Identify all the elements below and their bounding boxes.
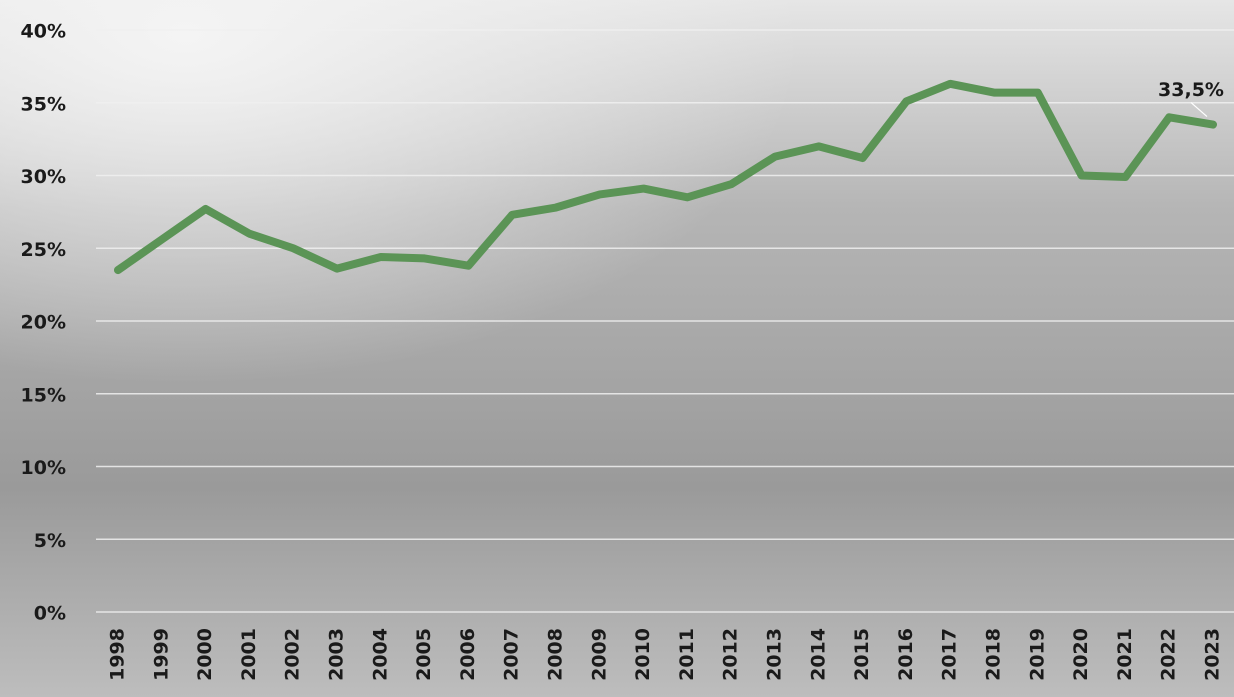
x-tick-label: 2022: [1158, 628, 1180, 681]
x-tick-label: 2015: [851, 628, 873, 681]
x-tick-label: 2012: [720, 628, 742, 681]
x-tick-label: 2023: [1202, 628, 1224, 681]
y-tick-label: 5%: [34, 530, 66, 552]
y-tick-label: 10%: [21, 457, 66, 479]
x-tick-label: 2011: [676, 628, 698, 681]
x-tick-label: 2001: [238, 628, 260, 681]
x-tick-label: 2019: [1026, 628, 1048, 681]
x-tick-label: 1999: [150, 628, 172, 681]
x-tick-label: 2003: [326, 628, 348, 681]
value-label: 33,5%: [1158, 79, 1224, 101]
page: 0% 5% 10% 15% 20% 25% 30% 35% 40% 1998 1999 2000 200…: [0, 0, 1234, 697]
y-tick-label: 20%: [21, 312, 66, 334]
y-tick-label: 30%: [21, 166, 66, 188]
y-tick-label: 40%: [21, 21, 66, 43]
x-tick-label: 2006: [457, 628, 479, 681]
x-tick-label: 2020: [1070, 628, 1092, 681]
background-glow: [0, 0, 1234, 697]
x-tick-label: 2013: [764, 628, 786, 681]
x-tick-label: 2000: [194, 628, 216, 681]
y-tick-label: 15%: [21, 384, 66, 406]
y-tick-label: 0%: [34, 603, 66, 625]
x-tick-label: 2009: [588, 628, 610, 681]
x-tick-label: 2017: [939, 628, 961, 681]
x-tick-label: 2002: [282, 628, 304, 681]
x-tick-label: 2007: [501, 628, 523, 681]
x-tick-label: 2018: [983, 628, 1005, 681]
x-tick-label: 2008: [545, 628, 567, 681]
x-tick-label: 2005: [413, 628, 435, 681]
x-tick-label: 2014: [807, 628, 829, 681]
y-tick-label: 35%: [21, 93, 66, 115]
x-tick-label: 2004: [369, 628, 391, 681]
x-tick-label: 1998: [107, 628, 129, 681]
y-tick-label: 25%: [21, 239, 66, 261]
chart: 0% 5% 10% 15% 20% 25% 30% 35% 40% 1998 1999 2000 200…: [0, 0, 1234, 697]
x-tick-label: 2010: [632, 628, 654, 681]
x-tick-label: 2016: [895, 628, 917, 681]
x-tick-label: 2021: [1114, 628, 1136, 681]
